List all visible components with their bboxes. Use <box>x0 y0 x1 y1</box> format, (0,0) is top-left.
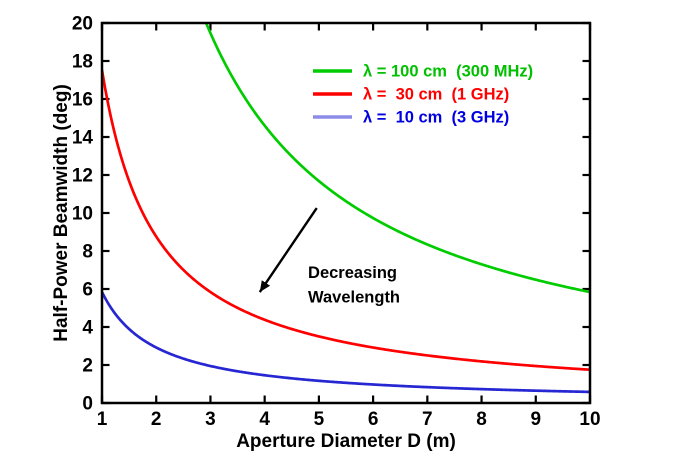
x-tick-label: 10 <box>579 409 600 430</box>
y-tick-label: 14 <box>72 128 94 149</box>
y-tick-label: 12 <box>72 166 93 187</box>
x-tick-label: 7 <box>422 409 433 430</box>
y-axis: 0 2 4 6 8 10 12 14 16 18 20 <box>72 14 590 415</box>
series-line-lambda-30cm <box>102 69 590 372</box>
x-tick-label: 5 <box>314 409 325 430</box>
y-tick-label: 10 <box>72 204 93 225</box>
x-tick-label: 4 <box>259 409 270 430</box>
annotation-text-line-1: Wavelength <box>308 289 400 307</box>
x-axis: 1 2 3 4 5 6 7 8 9 10 <box>97 23 601 430</box>
annotation-text-line-0: Decreasing <box>308 264 397 282</box>
y-tick-label: 16 <box>72 90 93 111</box>
x-tick-label: 8 <box>476 409 487 430</box>
series-line-lambda-100cm <box>204 23 590 294</box>
x-tick-label: 9 <box>530 409 541 430</box>
x-tick-label: 3 <box>205 409 216 430</box>
plot-border <box>100 21 592 405</box>
annotation-arrow <box>258 207 318 293</box>
y-tick-label: 18 <box>72 52 93 73</box>
y-tick-label: 2 <box>82 356 93 377</box>
legend: λ = 100 cm (300 MHz) λ = 30 cm (1 GHz) λ =… <box>313 63 533 127</box>
y-tick-label: 4 <box>82 318 93 339</box>
x-axis-title: Aperture Diameter D (m) <box>236 431 456 452</box>
x-tick-label: 6 <box>368 409 379 430</box>
x-tick-label: 1 <box>97 409 108 430</box>
y-tick-label: 8 <box>82 242 93 263</box>
y-tick-label: 0 <box>82 394 93 415</box>
legend-label-0: λ = 100 cm (300 MHz) <box>363 63 533 81</box>
legend-label-1: λ = 30 cm (1 GHz) <box>363 86 509 104</box>
series-line-lambda-10cm <box>102 291 590 394</box>
series-lines <box>102 23 590 394</box>
y-axis-title: Half-Power Beamwidth (deg) <box>51 84 72 342</box>
legend-label-2: λ = 10 cm (3 GHz) <box>363 109 509 127</box>
annotation: Decreasing Wavelength <box>258 207 400 307</box>
y-tick-label: 20 <box>72 14 93 35</box>
x-tick-label: 2 <box>151 409 162 430</box>
y-tick-label: 6 <box>82 280 93 301</box>
